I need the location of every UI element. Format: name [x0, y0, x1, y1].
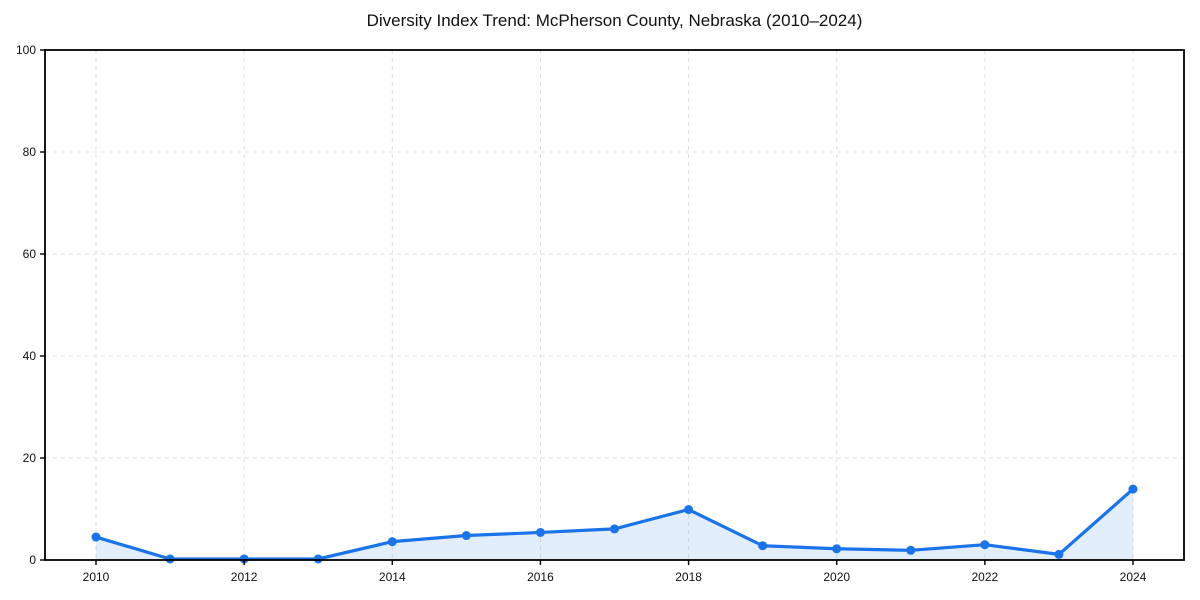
- x-tick-label: 2014: [379, 570, 406, 584]
- data-point-marker: [91, 532, 101, 542]
- data-point-marker: [165, 554, 175, 564]
- data-point-marker: [980, 540, 990, 550]
- data-point-marker: [387, 537, 397, 547]
- y-tick-label: 80: [23, 145, 37, 159]
- data-point-marker: [684, 505, 694, 515]
- x-tick-label: 2020: [823, 570, 850, 584]
- data-point-marker: [1128, 484, 1138, 494]
- data-point-marker: [832, 544, 842, 554]
- data-point-marker: [610, 524, 619, 534]
- x-tick-label: 2010: [83, 570, 110, 584]
- data-point-marker: [758, 541, 768, 551]
- series-area-fill: [96, 489, 1133, 560]
- data-point-marker: [906, 545, 916, 555]
- plot-frame: [44, 49, 1185, 561]
- data-point-marker: [461, 531, 471, 541]
- x-tick-label: 2012: [231, 570, 258, 584]
- x-tick-label: 2018: [675, 570, 702, 584]
- y-tick-label: 20: [23, 451, 37, 465]
- x-tick-label: 2016: [527, 570, 554, 584]
- data-point-marker: [1054, 549, 1064, 559]
- data-point-marker: [535, 527, 545, 537]
- x-tick-label: 2024: [1120, 570, 1147, 584]
- data-point-marker: [313, 554, 323, 564]
- y-tick-label: 100: [16, 43, 36, 57]
- chart-title: Diversity Index Trend: McPherson County,…: [366, 11, 863, 30]
- y-tick-label: 40: [23, 349, 37, 363]
- y-tick-label: 60: [23, 247, 37, 261]
- y-tick-label: 0: [29, 553, 36, 567]
- data-point-marker: [239, 554, 249, 564]
- x-tick-label: 2022: [972, 570, 999, 584]
